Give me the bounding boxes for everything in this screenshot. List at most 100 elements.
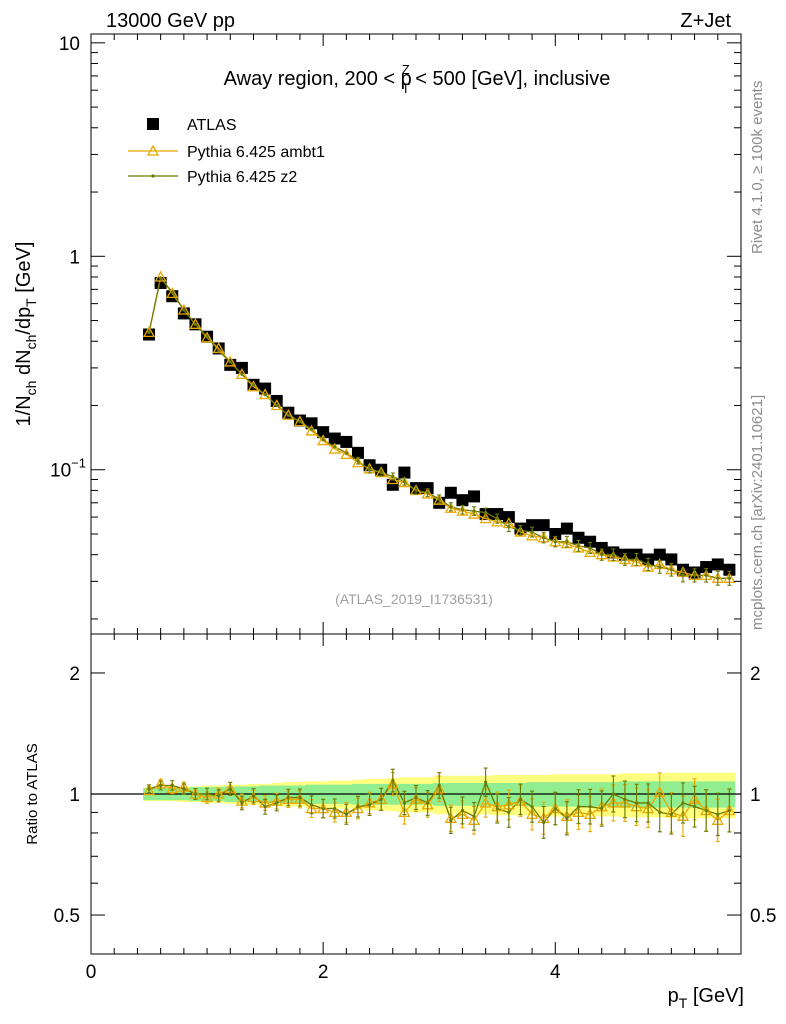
ambt1-point: [200, 331, 214, 343]
axes-ticks: 0 2 4 10 1 10−1 2 2 1 1 0.5 0.5: [50, 34, 776, 983]
z2-point: [275, 403, 279, 408]
z2-point: [309, 427, 314, 431]
ratio-z2-point: [402, 801, 406, 805]
ratio-z2-point: [309, 803, 314, 807]
ratio-z2-point: [507, 810, 511, 814]
analysis-id: (ATLAS_2019_I1736531): [335, 591, 493, 607]
z2-point: [530, 530, 534, 534]
z2-point: [193, 322, 198, 326]
ratio-z2-point: [426, 801, 430, 805]
atlas-data-point: [468, 490, 481, 503]
main-panel-marks: [142, 270, 736, 586]
ratio-z2-point: [228, 787, 232, 791]
z2-point: [681, 573, 685, 577]
ratio-z2-point: [600, 806, 604, 811]
main-y-axis-label: 1/Nch dNch/dpT [GeV]: [13, 242, 39, 427]
atlas-data-point: [235, 361, 248, 374]
ratio-z2-point: [391, 778, 395, 783]
ambt1-point: [444, 501, 457, 513]
rivet-version-label: Rivet 4.1.0, ≥ 100k events: [749, 81, 766, 254]
atlas-data-point: [154, 276, 167, 289]
z2-point: [623, 557, 627, 562]
z2-point: [542, 536, 546, 540]
ambt1-point: [456, 504, 469, 516]
ratio-z2-point: [472, 814, 476, 818]
ambt1-point: [142, 326, 156, 338]
ratio-z2-point: [449, 818, 453, 822]
ratio-tick-label-right: 2: [750, 664, 761, 685]
mcplots-source-label: mcplots.cern.ch [arXiv:2401.10621]: [749, 395, 766, 630]
header-beam-label: 13000 GeV pp: [106, 10, 235, 32]
ambt1-point: [398, 476, 411, 488]
ratio-z2-point: [217, 794, 221, 798]
ambt1-point: [525, 529, 539, 541]
ambt1-point: [270, 399, 283, 411]
ambt1-point: [584, 546, 597, 558]
ambt1-point: [479, 512, 492, 524]
z2-point: [658, 565, 662, 569]
ratio-z2-point: [565, 816, 569, 820]
ratio-z2-point: [484, 780, 488, 784]
ratio-z2-point: [356, 805, 360, 809]
z2-point: [170, 290, 174, 294]
x-axis-label: pT [GeV]: [668, 985, 744, 1011]
y-tick-label: 1: [69, 247, 80, 268]
ratio-z2-point: [286, 795, 290, 800]
legend-ambt1-label: Pythia 6.425 ambt1: [187, 144, 325, 161]
ratio-ambt1-point: [200, 791, 214, 803]
atlas-data-point: [398, 466, 411, 479]
z2-point: [669, 568, 673, 572]
ratio-z2-point: [460, 808, 465, 813]
y-tick-label: 10−1: [50, 456, 86, 482]
ambt1-point: [340, 448, 353, 460]
atlas-data-point: [328, 432, 341, 445]
ratio-z2-point: [658, 810, 662, 814]
ratio-z2-point: [170, 783, 174, 788]
atlas-data-point: [653, 548, 666, 561]
atlas-data-point: [537, 519, 550, 532]
atlas-data-point: [665, 553, 678, 566]
z2-point: [576, 544, 581, 548]
atlas-data-point: [572, 531, 585, 544]
ratio-z2-point: [681, 801, 685, 805]
z2-point: [379, 470, 383, 475]
ratio-z2-point: [379, 797, 383, 801]
ambt1-series-line: [148, 275, 730, 579]
atlas-data-point: [444, 486, 457, 499]
legend-ambt1-marker: [146, 144, 160, 156]
ratio-z2-point: [727, 808, 731, 813]
z2-point: [449, 505, 453, 509]
ratio-z2-point: [298, 795, 302, 800]
header-process-label: Z+Jet: [680, 10, 731, 32]
ambt1-point: [235, 367, 248, 379]
z2-point: [472, 509, 476, 513]
z2-point: [437, 497, 441, 501]
ratio-z2-point: [263, 805, 267, 809]
z2-point: [367, 468, 372, 472]
z2-point: [565, 540, 569, 544]
z2-point: [251, 383, 256, 387]
ratio-z2-point: [414, 795, 418, 800]
atlas-data-point: [723, 563, 736, 576]
ratio-tick-label-left: 0.5: [54, 906, 80, 927]
ratio-z2-point: [542, 820, 546, 824]
z2-point: [344, 451, 348, 455]
ratio-z2-point: [251, 794, 256, 798]
ratio-z2-point: [716, 812, 720, 816]
ratio-z2-point: [692, 805, 697, 809]
ambt1-point: [317, 434, 330, 446]
z2-point: [240, 372, 244, 376]
atlas-data-point: [595, 541, 608, 554]
ambt1-point: [491, 515, 504, 527]
z2-point: [321, 438, 325, 442]
ambt1-point: [177, 303, 190, 315]
z2-point: [159, 276, 163, 280]
z2-point: [611, 553, 615, 557]
atlas-data-point: [560, 522, 573, 535]
z2-point: [704, 573, 708, 577]
ratio-z2-point: [193, 792, 198, 796]
legend: ATLAS Pythia 6.425 ambt1 Pythia 6.425 z2: [128, 117, 325, 186]
atlas-data-point: [386, 478, 399, 491]
z2-point: [518, 528, 523, 532]
ratio-ambt1-point: [166, 782, 179, 794]
